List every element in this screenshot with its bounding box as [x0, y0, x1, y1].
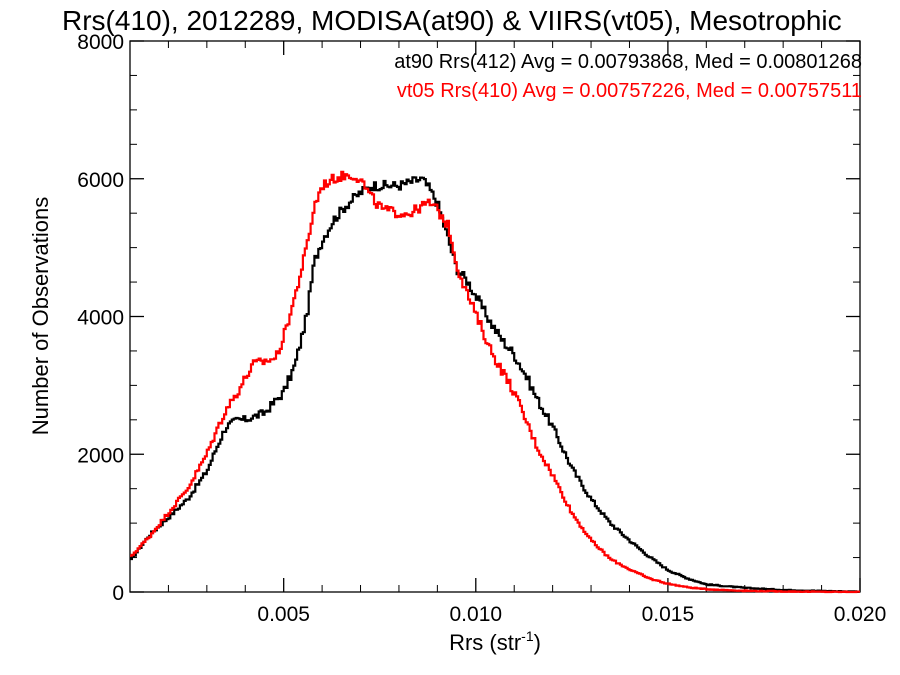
y-tick-label: 2000 [77, 444, 124, 467]
plot-frame [129, 40, 861, 593]
minor-ticks [130, 41, 860, 592]
x-tick-label: 0.010 [450, 603, 503, 626]
legend-entry-vt05: vt05 Rrs(410) Avg = 0.00757226, Med = 0.… [397, 80, 862, 102]
x-tick-label: 0.020 [834, 603, 887, 626]
chart-title: Rrs(410), 2012289, MODISA(at90) & VIIRS(… [62, 5, 842, 36]
x-axis: 0.005 0.010 0.015 0.020 [257, 41, 886, 626]
series-line-vt05 [130, 170, 860, 594]
y-axis-label: Number of Observations [28, 197, 53, 435]
x-axis-label: Rrs (str-1) [449, 628, 541, 655]
y-tick-label: 6000 [77, 169, 124, 192]
x-tick-label: 0.015 [642, 603, 695, 626]
y-tick-label: 8000 [77, 31, 124, 54]
x-tick-label: 0.005 [257, 603, 310, 626]
series-group [130, 170, 860, 594]
legend-entry-at90: at90 Rrs(412) Avg = 0.00793868, Med = 0.… [394, 51, 862, 73]
y-axis: 0 2000 4000 6000 8000 [77, 31, 860, 605]
y-tick-label: 0 [112, 582, 124, 605]
series-line-at90 [130, 176, 860, 593]
y-tick-label: 4000 [77, 307, 124, 330]
